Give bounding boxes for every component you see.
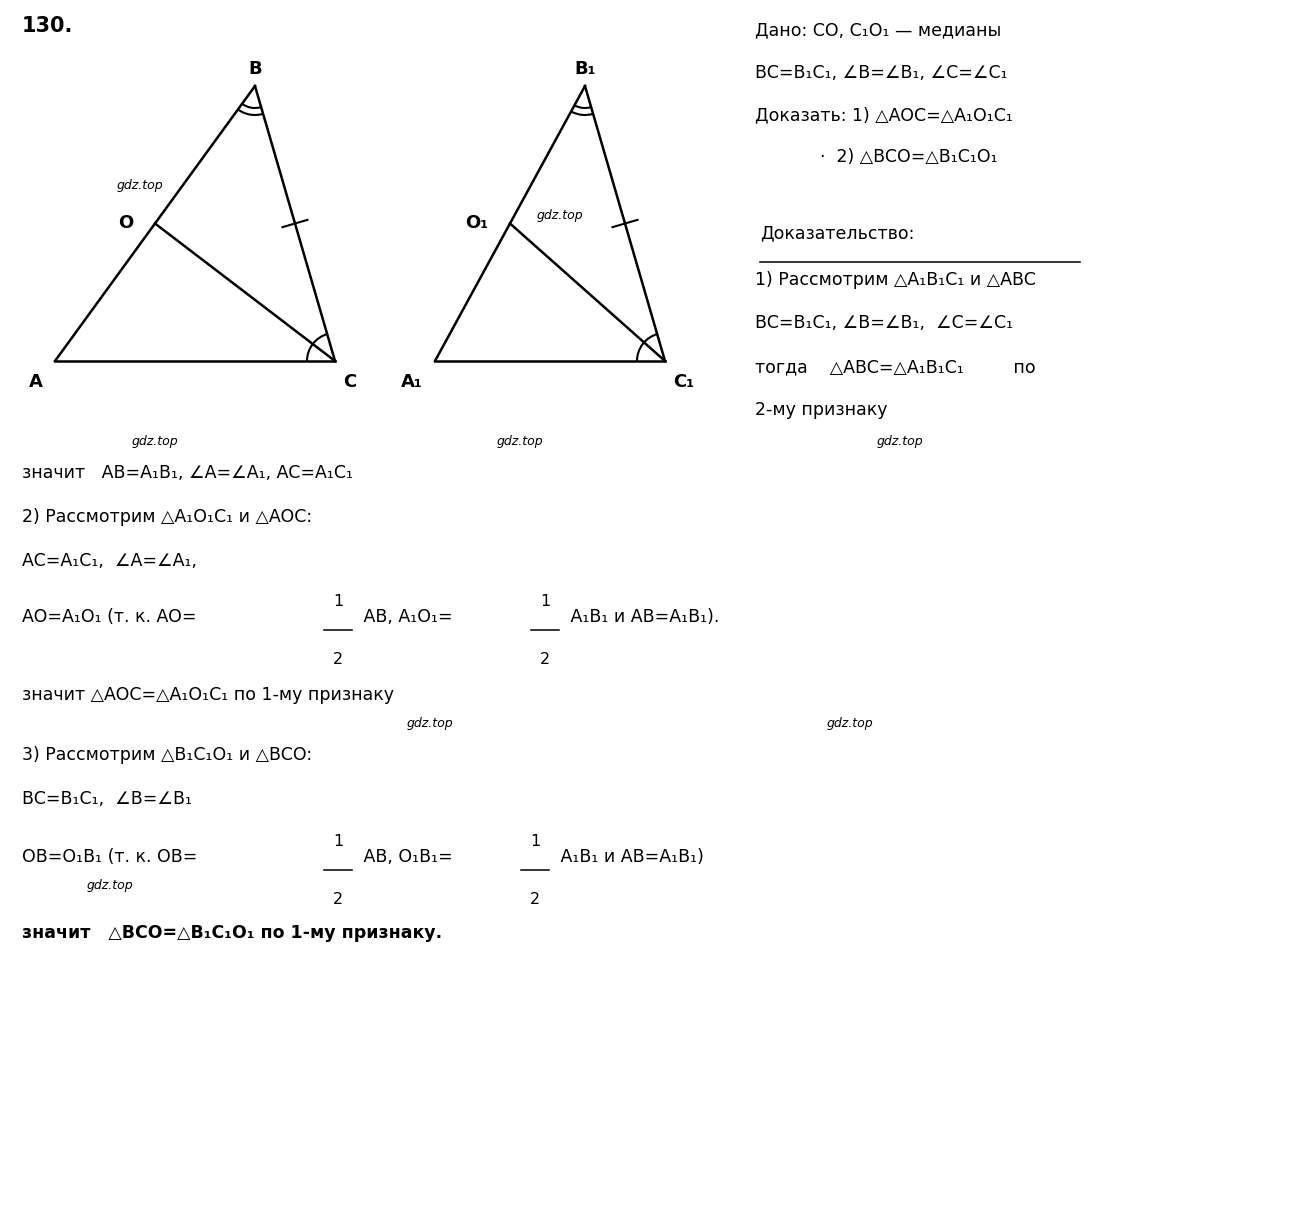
- Text: 3) Рассмотрим △B₁C₁O₁ и △BCO:: 3) Рассмотрим △B₁C₁O₁ и △BCO:: [22, 745, 312, 764]
- Text: 1: 1: [333, 834, 344, 849]
- Text: тогда    △ABC=△A₁B₁C₁         по: тогда △ABC=△A₁B₁C₁ по: [754, 358, 1035, 376]
- Text: gdz.top: gdz.top: [131, 434, 178, 447]
- Text: gdz.top: gdz.top: [537, 209, 584, 223]
- Text: gdz.top: gdz.top: [497, 434, 543, 447]
- Text: AB, A₁O₁=: AB, A₁O₁=: [358, 608, 453, 626]
- Text: A₁: A₁: [401, 373, 422, 392]
- Text: gdz.top: gdz.top: [87, 879, 134, 893]
- Text: 1: 1: [530, 834, 541, 849]
- Text: A₁B₁ и AB=A₁B₁).: A₁B₁ и AB=A₁B₁).: [565, 608, 719, 626]
- Text: A: A: [29, 373, 43, 392]
- Text: 2: 2: [530, 893, 541, 907]
- Text: 130.: 130.: [22, 16, 73, 36]
- Text: BC=B₁C₁,  ∠B=∠B₁: BC=B₁C₁, ∠B=∠B₁: [22, 790, 192, 807]
- Text: ·  2) △BCO=△B₁C₁O₁: · 2) △BCO=△B₁C₁O₁: [820, 148, 997, 167]
- Text: 1) Рассмотрим △A₁B₁C₁ и △ABC: 1) Рассмотрим △A₁B₁C₁ и △ABC: [754, 271, 1036, 289]
- Text: B: B: [248, 60, 262, 78]
- Text: 2: 2: [333, 652, 342, 668]
- Text: 2: 2: [541, 652, 550, 668]
- Text: O: O: [118, 214, 133, 232]
- Text: 2) Рассмотрим △A₁O₁C₁ и △AOC:: 2) Рассмотрим △A₁O₁C₁ и △AOC:: [22, 508, 312, 527]
- Text: B₁: B₁: [575, 60, 596, 78]
- Text: gdz.top: gdz.top: [117, 180, 163, 192]
- Text: значит △AOC=△A₁O₁C₁ по 1-му признаку: значит △AOC=△A₁O₁C₁ по 1-му признаку: [22, 686, 394, 704]
- Text: значит   AB=A₁B₁, ∠A=∠A₁, AC=A₁C₁: значит AB=A₁B₁, ∠A=∠A₁, AC=A₁C₁: [22, 465, 353, 482]
- Text: O₁: O₁: [464, 214, 488, 232]
- Text: C₁: C₁: [673, 373, 694, 392]
- Text: 2-му признаку: 2-му признаку: [754, 401, 887, 420]
- Text: BC=B₁C₁, ∠B=∠B₁,  ∠C=∠C₁: BC=B₁C₁, ∠B=∠B₁, ∠C=∠C₁: [754, 314, 1013, 332]
- Text: gdz.top: gdz.top: [876, 434, 924, 447]
- Text: 1: 1: [333, 593, 344, 609]
- Text: gdz.top: gdz.top: [827, 716, 874, 730]
- Text: 2: 2: [333, 893, 342, 907]
- Text: AC=A₁C₁,  ∠A=∠A₁,: AC=A₁C₁, ∠A=∠A₁,: [22, 552, 197, 570]
- Text: gdz.top: gdz.top: [407, 716, 454, 730]
- Text: Доказать: 1) △AOC=△A₁O₁C₁: Доказать: 1) △AOC=△A₁O₁C₁: [754, 106, 1013, 124]
- Text: BC=B₁C₁, ∠B=∠B₁, ∠C=∠C₁: BC=B₁C₁, ∠B=∠B₁, ∠C=∠C₁: [754, 64, 1008, 81]
- Text: AB, O₁B₁=: AB, O₁B₁=: [358, 848, 453, 866]
- Text: AO=A₁O₁ (т. к. AO=: AO=A₁O₁ (т. к. AO=: [22, 608, 197, 626]
- Text: A₁B₁ и AB=A₁B₁): A₁B₁ и AB=A₁B₁): [555, 848, 703, 866]
- Text: 1: 1: [539, 593, 550, 609]
- Text: Дано: CO, C₁O₁ — медианы: Дано: CO, C₁O₁ — медианы: [754, 21, 1001, 39]
- Text: OB=O₁B₁ (т. к. OB=: OB=O₁B₁ (т. к. OB=: [22, 848, 197, 866]
- Text: значит   △BCO=△B₁C₁O₁ по 1-му признаку.: значит △BCO=△B₁C₁O₁ по 1-му признаку.: [22, 924, 442, 942]
- Text: Доказательство:: Доказательство:: [760, 224, 914, 242]
- Text: C: C: [342, 373, 357, 392]
